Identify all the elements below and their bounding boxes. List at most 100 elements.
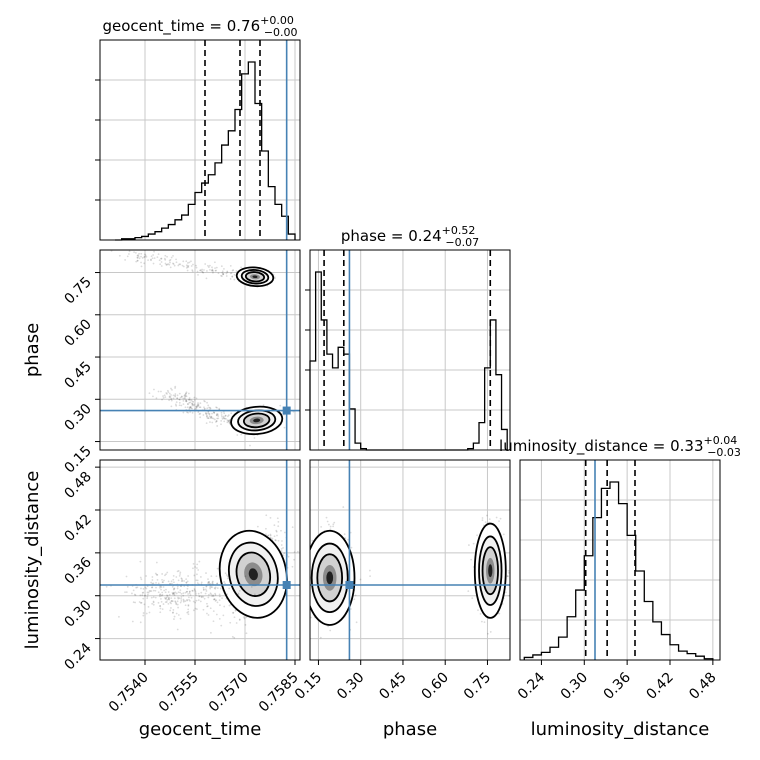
scatter-point (187, 411, 189, 414)
scatter-point (186, 265, 189, 268)
scatter-point (256, 525, 259, 528)
scatter-point (172, 593, 174, 595)
scatter-point (179, 263, 182, 266)
scatter-point (216, 567, 219, 570)
scatter-point (132, 601, 135, 604)
scatter-point (347, 538, 349, 541)
scatter-point (182, 399, 185, 402)
scatter-point (161, 593, 164, 596)
scatter-point (228, 587, 231, 590)
scatter-point (144, 594, 147, 597)
scatter-point (143, 603, 146, 606)
scatter-point (139, 560, 142, 563)
scatter-point (194, 601, 197, 604)
scatter-point (199, 402, 202, 405)
scatter-point (207, 264, 209, 267)
scatter-point (160, 600, 163, 603)
scatter-point (175, 603, 178, 606)
density-contour-3-4 (252, 275, 258, 279)
scatter-point (195, 264, 197, 267)
scatter-point (329, 528, 332, 531)
scatter-point (182, 598, 185, 601)
scatter-point (484, 521, 487, 523)
scatter-point (142, 588, 145, 590)
scatter-point (178, 404, 181, 407)
scatter-point (177, 597, 180, 600)
scatter-point (158, 259, 161, 262)
y-tick-label-phase-1: 0.30 (61, 401, 94, 434)
scatter-point (227, 415, 229, 418)
scatter-point (305, 614, 307, 616)
scatter-point (269, 516, 272, 519)
scatter-point (153, 250, 155, 253)
scatter-point (164, 598, 167, 600)
scatter-point (151, 576, 154, 578)
scatter-point (161, 581, 164, 584)
scatter-point (267, 534, 269, 537)
scatter-point (179, 601, 182, 604)
scatter-point (231, 635, 234, 638)
marks-layer (100, 40, 714, 660)
scatter-point (304, 564, 306, 566)
scatter-point (140, 587, 142, 590)
truth-marker-geocent_time-phase (282, 406, 291, 415)
scatter-point (220, 274, 222, 277)
scatter-point (148, 392, 151, 395)
scatter-point (280, 544, 283, 546)
scatter-point (139, 576, 142, 579)
scatter-point (206, 612, 208, 615)
scatter-point (196, 405, 199, 407)
scatter-point (172, 609, 175, 611)
x-tick-label-geocent_time-2: 0.7570 (206, 670, 252, 716)
scatter-point (214, 592, 217, 595)
scatter-point (237, 593, 240, 596)
scatter-point (189, 398, 192, 401)
scatter-point (188, 591, 191, 593)
scatter-point (192, 263, 194, 266)
scatter-point (156, 579, 159, 581)
scatter-point (310, 616, 312, 619)
scatter-point (211, 586, 214, 588)
scatter-point (160, 257, 163, 260)
scatter-point (327, 523, 330, 526)
scatter-point (196, 563, 199, 566)
scatter-point (188, 261, 191, 264)
scatter-point (176, 628, 179, 631)
scatter-point (179, 396, 182, 399)
scatter-point (126, 255, 129, 258)
scatter-point (202, 608, 205, 611)
scatter-point (200, 270, 203, 273)
scatter-point (168, 597, 170, 600)
scatter-point (276, 517, 279, 520)
scatter-point (227, 419, 230, 422)
scatter-point (164, 574, 166, 577)
scatter-point (212, 270, 215, 272)
scatter-point (177, 591, 180, 594)
scatter-point (185, 400, 187, 402)
scatter-point (295, 561, 297, 563)
scatter-point (159, 594, 161, 596)
scatter-point (293, 551, 296, 554)
panel-title-minus: −0.07 (445, 236, 479, 249)
scatter-point (174, 394, 177, 397)
scatter-point (185, 392, 187, 395)
scatter-point (124, 259, 127, 261)
scatter-point (160, 390, 162, 393)
scatter-point (176, 397, 179, 400)
scatter-point (215, 414, 218, 417)
scatter-point (199, 412, 202, 415)
scatter-point (188, 401, 191, 404)
scatter-point (307, 570, 309, 572)
scatter-point (170, 602, 172, 605)
scatter-point (504, 591, 507, 594)
scatter-point (231, 275, 234, 278)
scatter-point (226, 421, 229, 424)
scatter-point (164, 597, 166, 599)
scatter-point (220, 419, 223, 422)
scatter-point (182, 599, 185, 602)
scatter-point (178, 401, 181, 404)
scatter-point (190, 265, 193, 267)
scatter-point (209, 587, 212, 590)
scatter-point (182, 397, 185, 400)
panel-frame-0-0 (99, 39, 301, 241)
